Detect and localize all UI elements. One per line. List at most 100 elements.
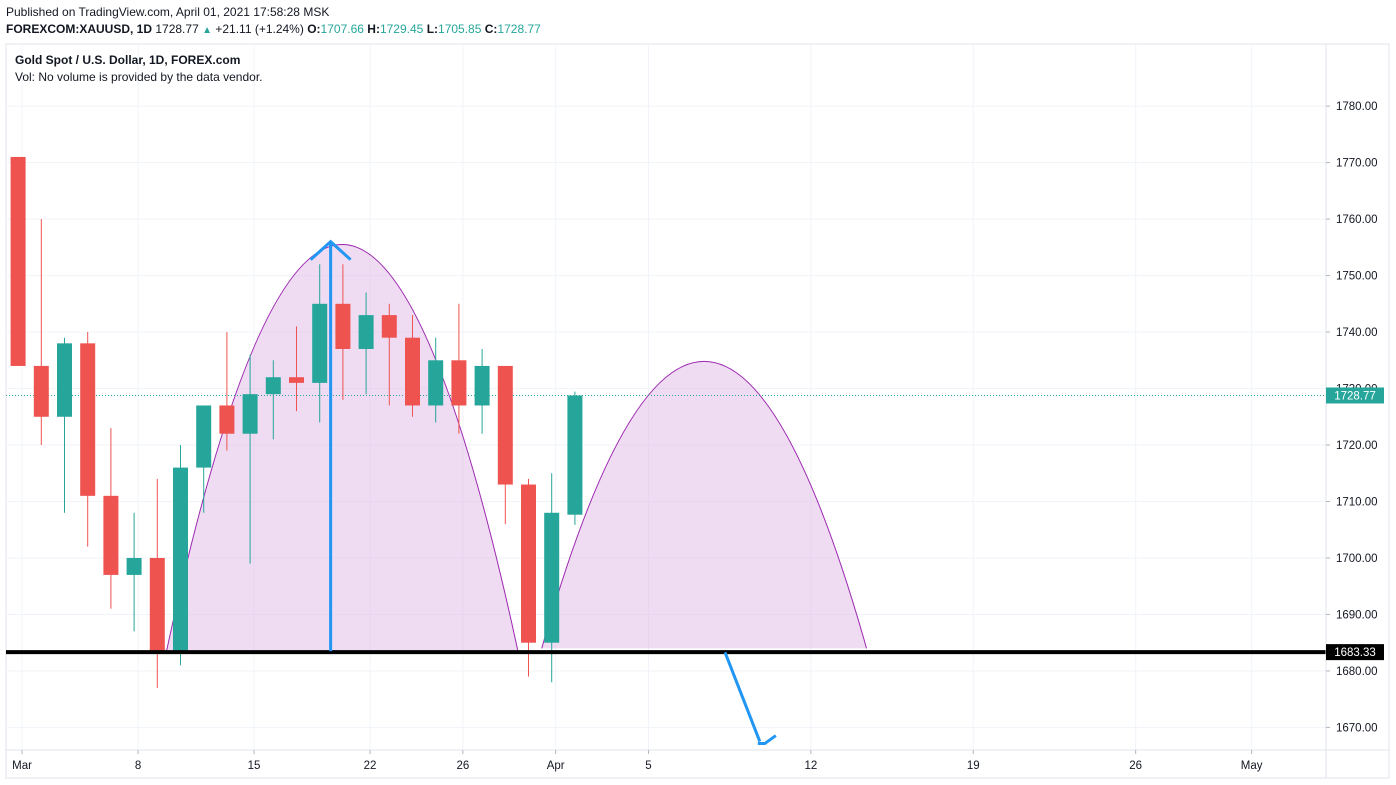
- candle-body: [126, 557, 142, 575]
- candle-up[interactable]: [242, 354, 258, 564]
- candle-down[interactable]: [10, 156, 26, 366]
- candle-body: [103, 495, 119, 575]
- price-axis[interactable]: 1670.00 1680.00 1690.00 1700.00 1710.00 1720.…: [1325, 44, 1384, 778]
- candle-up[interactable]: [57, 337, 72, 513]
- price-tick-label: 1670.00: [1336, 722, 1378, 734]
- candle-body: [196, 405, 212, 468]
- candle-down[interactable]: [451, 303, 467, 434]
- candle-down[interactable]: [521, 478, 536, 677]
- time-axis[interactable]: Mar 8 15 22 26 Apr 5 12 19 26 May: [6, 749, 1389, 772]
- candle-up[interactable]: [173, 445, 188, 666]
- candle-body: [521, 484, 536, 643]
- time-tick-label: Apr: [547, 760, 565, 772]
- candle-down[interactable]: [149, 478, 165, 688]
- published-note: Published on TradingView.com, April 01, …: [6, 5, 330, 19]
- candle-up[interactable]: [265, 360, 281, 440]
- last-price: 1728.77: [155, 22, 199, 36]
- price-tick-label: 1680.00: [1336, 666, 1378, 678]
- volume-note: Vol: No volume is provided by the data v…: [15, 70, 262, 84]
- candle-body: [57, 343, 72, 417]
- support-level-label-bg: [1326, 644, 1384, 661]
- price-tick-label: 1710.00: [1336, 496, 1378, 508]
- candle-body: [358, 315, 374, 349]
- price-tick-label: 1720.00: [1336, 440, 1378, 452]
- time-tick-label: Mar: [12, 760, 32, 772]
- support-level-label-text: 1683.33: [1334, 647, 1376, 659]
- high-label: H:: [367, 22, 380, 36]
- candle-down[interactable]: [381, 303, 397, 406]
- candle-body: [289, 377, 304, 383]
- candle-body: [567, 395, 583, 515]
- price-tick-label: 1740.00: [1336, 327, 1378, 339]
- candle-body: [381, 315, 397, 338]
- candles[interactable]: [10, 156, 583, 688]
- candle-body: [497, 365, 513, 485]
- arrow-head-down-icon: [757, 734, 777, 746]
- time-tick-label: 12: [804, 760, 817, 772]
- price-tick-label: 1780.00: [1336, 101, 1378, 113]
- candle-body: [474, 365, 490, 406]
- candle-body: [80, 343, 96, 496]
- candle-up[interactable]: [428, 337, 444, 423]
- candle-down[interactable]: [219, 332, 235, 451]
- time-tick-label: 15: [248, 760, 261, 772]
- pattern-arc-right-fill: [541, 361, 867, 649]
- time-tick-label: 19: [967, 760, 980, 772]
- last-price-label[interactable]: 1728.77: [1326, 387, 1384, 404]
- candle-up[interactable]: [567, 391, 583, 525]
- up-triangle-icon: ▲: [202, 25, 212, 36]
- candle-down[interactable]: [80, 332, 96, 547]
- candle-up[interactable]: [126, 512, 142, 632]
- candle-body: [265, 377, 281, 395]
- candle-down[interactable]: [497, 365, 513, 525]
- candle-body: [33, 365, 49, 417]
- candle-down[interactable]: [103, 428, 119, 609]
- price-tick-label: 1770.00: [1336, 158, 1378, 170]
- price-tick-label: 1760.00: [1336, 214, 1378, 226]
- candle-up[interactable]: [358, 292, 374, 395]
- target-arrow-down[interactable]: [723, 651, 762, 743]
- chart-frame: [5, 43, 1390, 779]
- candle-body: [544, 512, 560, 643]
- candle-body: [312, 303, 328, 383]
- candle-up[interactable]: [196, 405, 212, 513]
- arrow-head-up-icon: [309, 239, 352, 261]
- candle-down[interactable]: [33, 219, 49, 446]
- candle-up[interactable]: [544, 473, 560, 683]
- last-price-label-bg: [1326, 387, 1384, 404]
- high-value: 1729.45: [379, 22, 424, 36]
- low-label: L:: [426, 22, 439, 36]
- price-tick-label: 1700.00: [1336, 553, 1378, 565]
- candle-body: [428, 360, 444, 406]
- candle-body: [405, 337, 420, 406]
- candle-body: [335, 303, 351, 349]
- candle-body: [149, 557, 165, 654]
- support-level-label[interactable]: 1683.33: [1326, 644, 1384, 661]
- last-price-label-text: 1728.77: [1334, 390, 1376, 402]
- open-label: O:: [307, 22, 321, 36]
- time-tick-label: 22: [364, 760, 377, 772]
- candle-down[interactable]: [289, 326, 304, 412]
- time-tick-label: 5: [645, 760, 651, 772]
- close-value: 1728.77: [497, 22, 541, 36]
- candle-body: [10, 156, 26, 366]
- candle-body: [242, 394, 258, 434]
- price-tick-label: 1750.00: [1336, 271, 1378, 283]
- candle-body: [173, 467, 188, 654]
- candle-up[interactable]: [312, 264, 328, 423]
- symbol-label[interactable]: FOREXCOM:XAUUSD, 1D: [6, 22, 153, 36]
- pattern-drawings[interactable]: [6, 244, 1326, 655]
- candle-down[interactable]: [335, 264, 351, 400]
- close-label: C:: [484, 22, 498, 36]
- open-value: 1707.66: [320, 22, 364, 36]
- pattern-arc-right[interactable]: [541, 361, 868, 649]
- pattern-arc-left[interactable]: [165, 244, 520, 655]
- time-tick-label: May: [1241, 760, 1263, 772]
- legend-title: Gold Spot / U.S. Dollar, 1D, FOREX.com: [15, 53, 240, 67]
- candle-down[interactable]: [405, 315, 420, 417]
- time-tick-label: 8: [135, 760, 141, 772]
- candle-body: [219, 405, 235, 434]
- candle-up[interactable]: [474, 348, 490, 434]
- arrow-drawings[interactable]: [6, 239, 1326, 746]
